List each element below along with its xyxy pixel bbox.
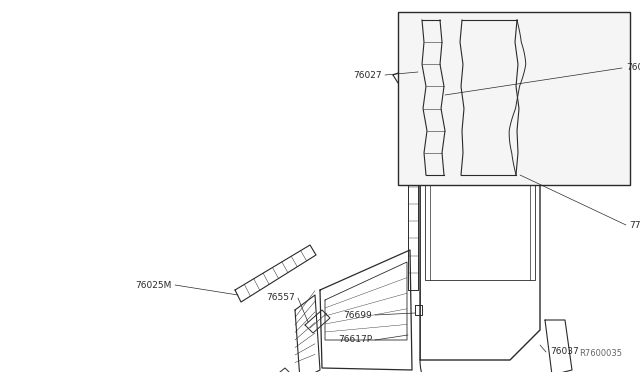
Text: R7600035: R7600035 — [579, 349, 622, 358]
Text: 76557: 76557 — [266, 294, 295, 302]
Text: 76699: 76699 — [343, 311, 372, 320]
Text: 77601: 77601 — [629, 221, 640, 230]
Bar — [398, 12, 630, 185]
Text: 76039: 76039 — [626, 64, 640, 73]
Text: 76027: 76027 — [353, 71, 382, 80]
Text: 76617P: 76617P — [338, 336, 372, 344]
Text: 76025M: 76025M — [136, 280, 172, 289]
Text: 76037: 76037 — [550, 347, 579, 356]
